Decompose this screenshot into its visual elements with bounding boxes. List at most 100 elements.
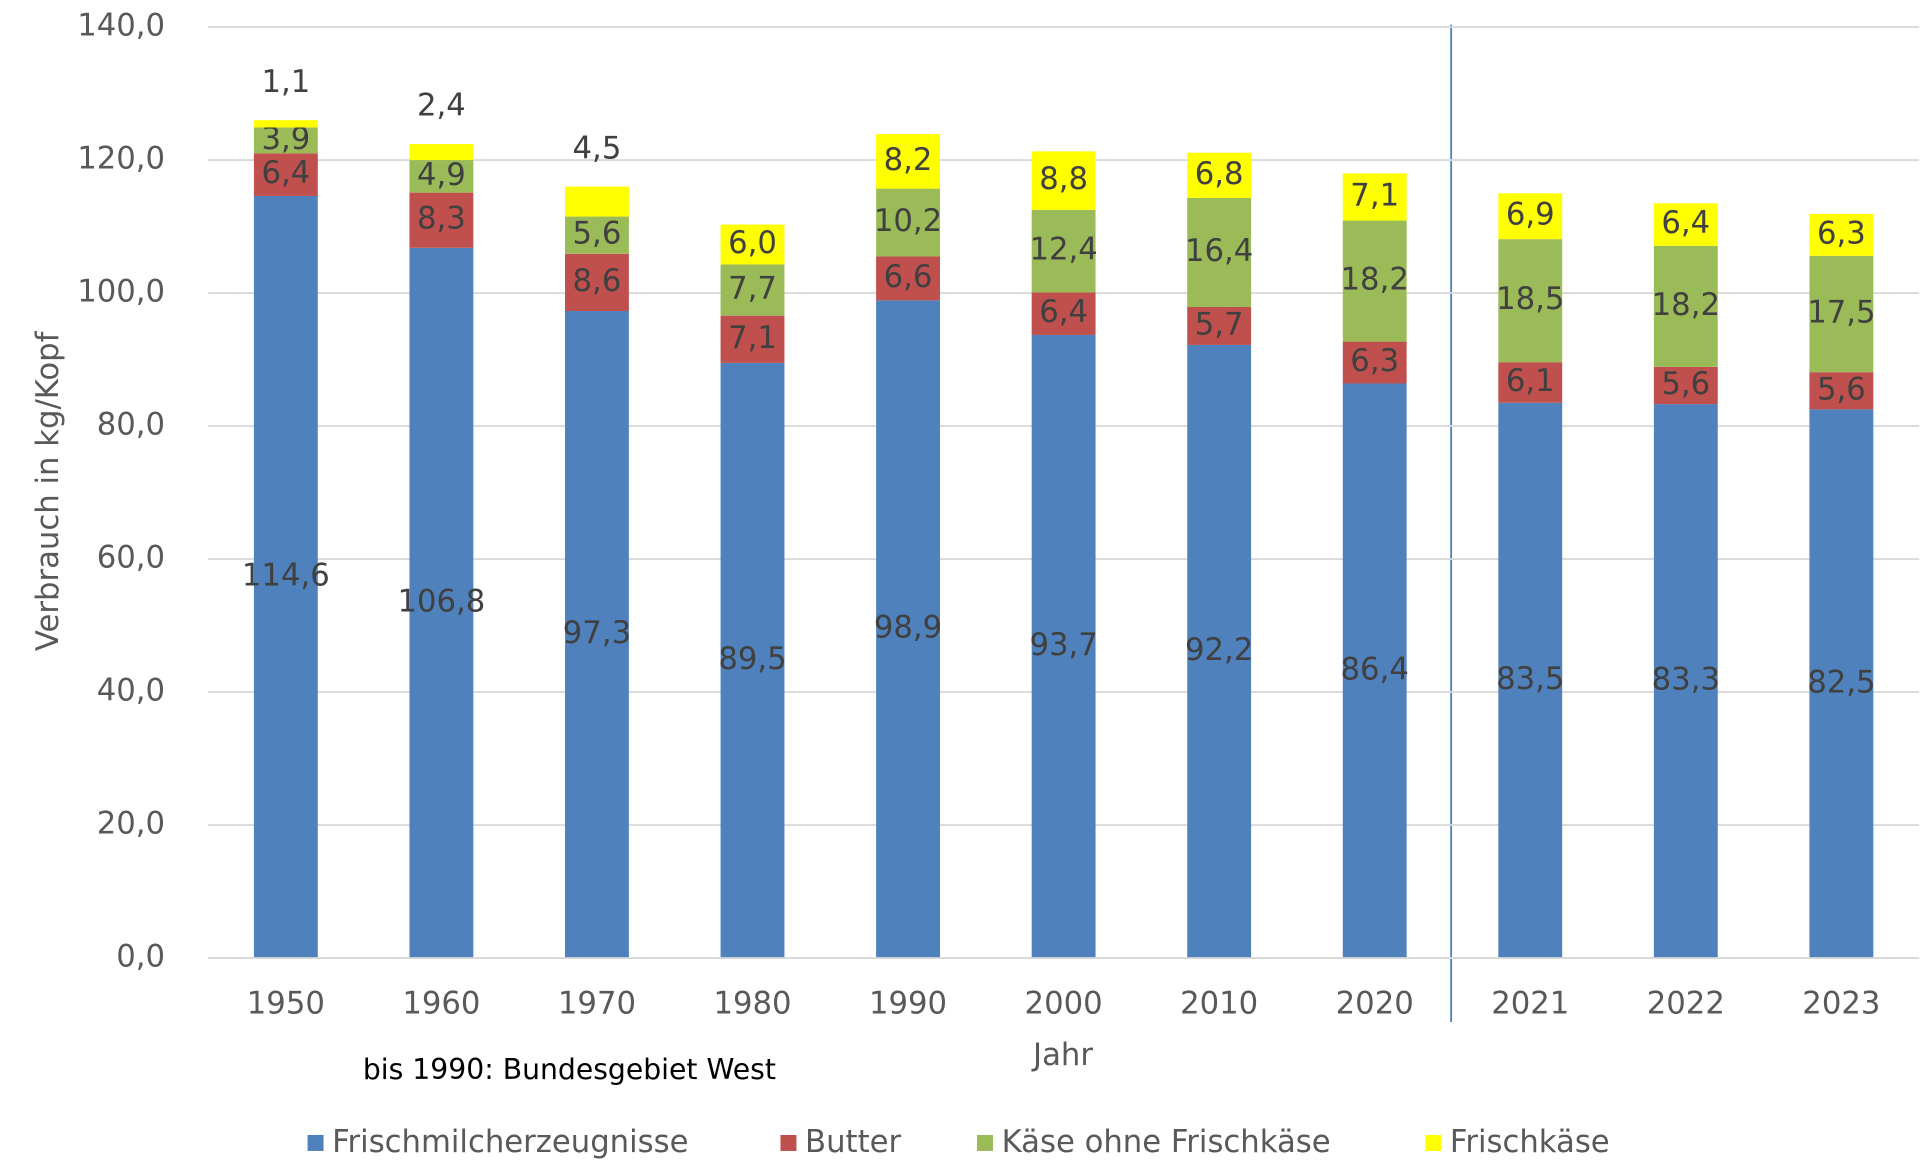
x-tick-label: 2021 — [1491, 986, 1569, 1021]
value-label: 8,2 — [884, 143, 933, 178]
bar-segment — [253, 127, 318, 154]
bar-segment — [1031, 209, 1096, 293]
value-label: 83,3 — [1652, 663, 1720, 698]
bar-segment — [1187, 307, 1252, 345]
value-label: 7,1 — [728, 321, 777, 356]
bar-segment — [876, 134, 940, 189]
x-tick-label: 1950 — [247, 986, 325, 1021]
legend-swatch — [307, 1134, 324, 1151]
x-tick-label: 1980 — [713, 986, 791, 1021]
bar-segment — [409, 144, 474, 161]
bar-segment — [1498, 193, 1563, 240]
x-tick-label: 1970 — [558, 986, 636, 1021]
value-label: 83,5 — [1496, 662, 1564, 697]
value-label: 6,4 — [261, 156, 310, 191]
bar-segment — [1342, 383, 1407, 959]
y-tick-label: 100,0 — [77, 275, 165, 310]
value-label: 89,5 — [718, 642, 786, 677]
bar-segment — [565, 311, 629, 959]
bar-segment — [409, 192, 474, 248]
y-tick-label: 40,0 — [97, 674, 165, 709]
value-label: 18,2 — [1652, 288, 1720, 323]
value-label: 6,3 — [1350, 344, 1399, 379]
bar-segment — [565, 216, 629, 254]
value-label: 5,7 — [1195, 307, 1244, 342]
legend-label: Käse ohne Frischkäse — [1002, 1125, 1331, 1160]
bar-segment — [1653, 203, 1718, 246]
bar-segment — [876, 300, 940, 959]
value-label: 6,4 — [1039, 295, 1088, 330]
x-tick-label: 2020 — [1336, 986, 1414, 1021]
legend-swatch — [977, 1134, 993, 1151]
legend-label: Frischmilcherzeugnisse — [332, 1125, 688, 1160]
legend-swatch — [780, 1134, 797, 1151]
legend-label: Butter — [805, 1125, 901, 1160]
x-tick-label: 2010 — [1180, 986, 1258, 1021]
value-label: 6,8 — [1195, 157, 1244, 192]
value-label: 18,5 — [1496, 282, 1564, 317]
value-label: 92,2 — [1185, 633, 1253, 668]
value-label: 5,6 — [1661, 367, 1710, 402]
bar-segment — [409, 160, 474, 193]
bar-segment — [253, 153, 318, 196]
value-label: 6,4 — [1661, 206, 1710, 241]
value-label: 18,2 — [1341, 263, 1409, 298]
bar-segment — [1498, 362, 1563, 403]
bar-segment — [720, 224, 785, 265]
value-label: 17,5 — [1807, 295, 1875, 330]
bar-segment — [1342, 341, 1407, 384]
value-label: 8,6 — [573, 264, 622, 299]
x-tick-label: 2022 — [1647, 986, 1725, 1021]
value-label: 5,6 — [573, 217, 622, 252]
value-label: 6,0 — [728, 226, 777, 261]
bar-segment — [1187, 197, 1252, 308]
bar-segment — [720, 264, 785, 316]
value-label: 97,3 — [563, 616, 631, 651]
bar-segment — [1653, 245, 1718, 367]
legend-label: Frischkäse — [1450, 1125, 1610, 1160]
value-label: 12,4 — [1029, 233, 1097, 268]
value-label: 7,7 — [728, 272, 777, 307]
value-label: 6,1 — [1506, 364, 1555, 399]
x-tick-label: 1960 — [402, 986, 480, 1021]
bar-segment — [876, 256, 940, 301]
bar-segment — [1342, 220, 1407, 342]
bar-segment — [1653, 366, 1718, 405]
value-label: 8,3 — [417, 202, 466, 237]
y-tick-label: 140,0 — [77, 9, 165, 44]
bar-segment — [876, 188, 940, 257]
bar-segment — [1809, 409, 1874, 959]
bar-segment — [409, 247, 474, 959]
value-label: 4,5 — [573, 131, 622, 166]
bar-segment — [1187, 344, 1252, 959]
value-label: 10,2 — [874, 204, 942, 239]
value-label: 7,1 — [1350, 178, 1399, 213]
bar-segment — [1653, 404, 1718, 959]
y-tick-label: 120,0 — [77, 142, 165, 177]
bar-segment — [1187, 152, 1252, 198]
value-label: 6,3 — [1817, 216, 1866, 251]
value-label: 114,6 — [242, 559, 330, 594]
value-label: 86,4 — [1341, 652, 1409, 687]
x-tick-label: 2023 — [1802, 986, 1880, 1021]
value-label: 3,9 — [261, 122, 310, 157]
bar-segment — [565, 253, 629, 312]
bar-segment — [720, 362, 785, 959]
bar-segment — [1031, 292, 1096, 335]
x-tick-label: 1990 — [869, 986, 947, 1021]
value-label: 8,8 — [1039, 162, 1088, 197]
value-label: 6,6 — [884, 260, 933, 295]
value-label: 93,7 — [1029, 628, 1097, 663]
annotation: bis 1990: Bundesgebiet West — [363, 1053, 776, 1086]
bar-segment — [720, 315, 785, 363]
legend-swatch — [1425, 1134, 1442, 1151]
bar-segment — [253, 120, 318, 128]
y-tick-label: 80,0 — [97, 408, 165, 443]
bar-segment — [1809, 255, 1874, 373]
bar-segment — [1809, 372, 1874, 410]
bar-segment — [1498, 402, 1563, 959]
value-label: 1,1 — [261, 65, 310, 100]
value-label: 106,8 — [397, 584, 485, 619]
value-label: 6,9 — [1506, 198, 1555, 233]
